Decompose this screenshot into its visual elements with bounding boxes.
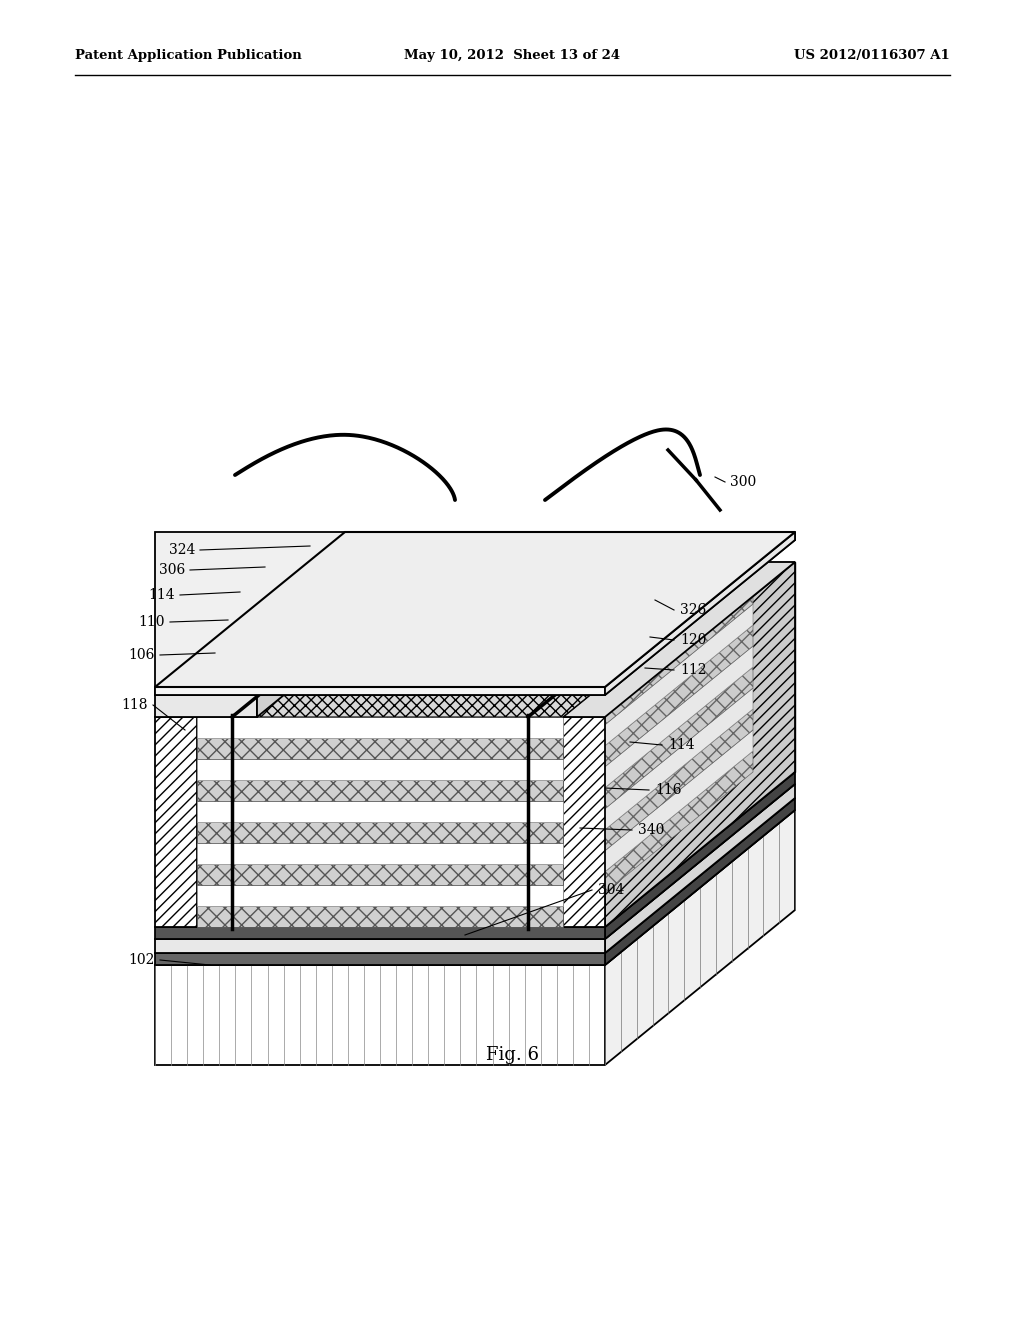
Polygon shape — [197, 562, 753, 717]
Polygon shape — [605, 810, 795, 1065]
Polygon shape — [155, 540, 447, 696]
Polygon shape — [155, 696, 257, 717]
Polygon shape — [345, 562, 387, 772]
Text: 326: 326 — [680, 603, 707, 616]
Polygon shape — [155, 686, 605, 696]
Polygon shape — [197, 717, 563, 738]
Text: 120: 120 — [680, 634, 707, 647]
Text: Fig. 6: Fig. 6 — [485, 1045, 539, 1064]
Polygon shape — [605, 562, 795, 927]
Text: 340: 340 — [638, 822, 665, 837]
Polygon shape — [753, 562, 795, 772]
Text: US 2012/0116307 A1: US 2012/0116307 A1 — [795, 49, 950, 62]
Text: 306: 306 — [159, 564, 185, 577]
Polygon shape — [563, 624, 753, 801]
Polygon shape — [197, 843, 563, 865]
Text: 118: 118 — [122, 698, 148, 711]
Text: 116: 116 — [655, 783, 682, 797]
Polygon shape — [155, 562, 387, 717]
Polygon shape — [257, 540, 447, 717]
Polygon shape — [563, 645, 753, 822]
Polygon shape — [155, 540, 795, 696]
Polygon shape — [155, 784, 795, 939]
Polygon shape — [563, 562, 753, 738]
Polygon shape — [155, 532, 795, 696]
Text: 102: 102 — [129, 953, 155, 968]
Text: May 10, 2012  Sheet 13 of 24: May 10, 2012 Sheet 13 of 24 — [403, 49, 621, 62]
Polygon shape — [155, 953, 605, 965]
Polygon shape — [605, 772, 795, 939]
Text: 300: 300 — [730, 475, 757, 488]
Polygon shape — [563, 667, 753, 843]
Polygon shape — [563, 688, 753, 865]
Polygon shape — [197, 738, 563, 759]
Polygon shape — [155, 927, 605, 939]
Polygon shape — [155, 965, 605, 1065]
Polygon shape — [155, 717, 197, 927]
Polygon shape — [563, 730, 753, 906]
Polygon shape — [605, 799, 795, 965]
Polygon shape — [197, 780, 563, 801]
Polygon shape — [197, 884, 563, 906]
Polygon shape — [563, 709, 753, 884]
Polygon shape — [197, 865, 563, 884]
Text: 110: 110 — [138, 615, 165, 630]
Text: Patent Application Publication: Patent Application Publication — [75, 49, 302, 62]
Text: 324: 324 — [169, 543, 195, 557]
Text: 114: 114 — [668, 738, 694, 752]
Polygon shape — [387, 562, 753, 772]
Polygon shape — [563, 605, 753, 780]
Polygon shape — [155, 772, 795, 927]
Text: 112: 112 — [680, 663, 707, 677]
Polygon shape — [197, 759, 563, 780]
Polygon shape — [605, 784, 795, 953]
Polygon shape — [563, 751, 753, 927]
Text: 114: 114 — [148, 587, 175, 602]
Polygon shape — [197, 906, 563, 927]
Text: 106: 106 — [129, 648, 155, 663]
Polygon shape — [563, 583, 753, 759]
Polygon shape — [155, 810, 795, 965]
Polygon shape — [563, 562, 795, 717]
Text: 304: 304 — [598, 883, 625, 898]
Polygon shape — [155, 939, 605, 953]
Polygon shape — [605, 532, 795, 696]
Polygon shape — [563, 717, 605, 927]
Polygon shape — [197, 801, 563, 822]
Polygon shape — [155, 532, 795, 686]
Polygon shape — [197, 822, 563, 843]
Polygon shape — [155, 799, 795, 953]
